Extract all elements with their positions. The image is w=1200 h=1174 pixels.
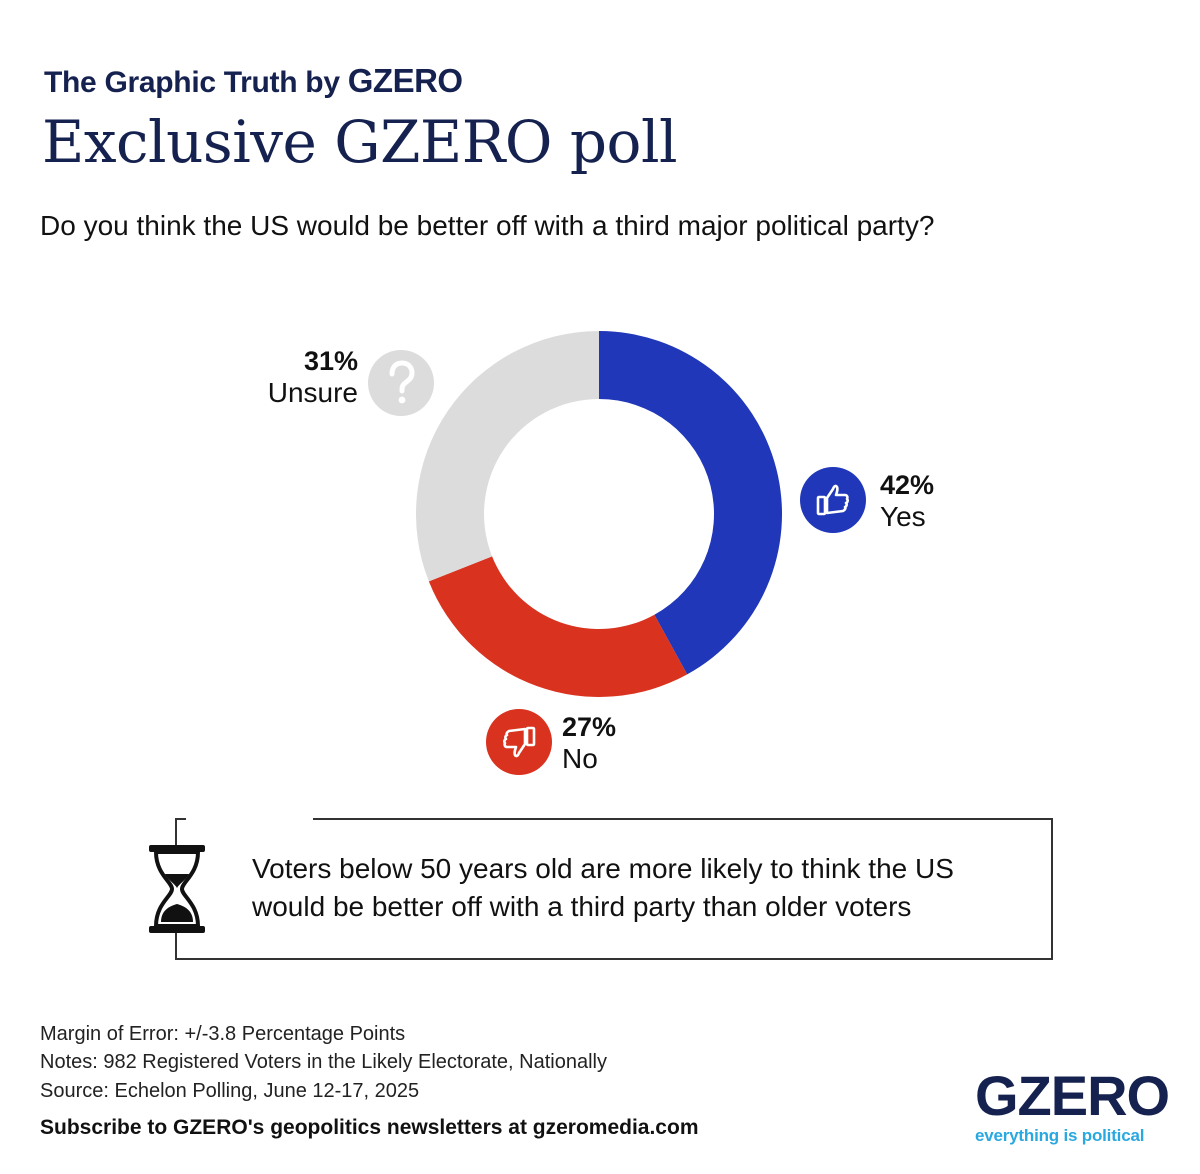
callout-border-right xyxy=(313,818,1053,820)
label-unsure-value: 31% xyxy=(303,346,358,376)
subscribe-text: Subscribe to GZERO's geopolitics newslet… xyxy=(40,1116,699,1139)
brand-name: GZERO xyxy=(347,62,463,99)
label-unsure: 31% Unsure xyxy=(262,346,358,409)
source: Source: Echelon Polling, June 12-17, 202… xyxy=(40,1079,420,1102)
donut-slice-unsure xyxy=(415,331,599,582)
callout-text: Voters below 50 years old are more likel… xyxy=(252,853,954,922)
brand-line: The Graphic Truth by GZERO xyxy=(44,62,463,100)
label-no-value: 27% xyxy=(562,712,617,742)
thumbs-down-icon xyxy=(486,709,552,775)
notes: Notes: 982 Registered Voters in the Like… xyxy=(40,1051,607,1074)
footnotes: Margin of Error: +/-3.8 Percentage Point… xyxy=(40,1020,607,1105)
label-no: 27% No xyxy=(562,712,616,775)
label-yes: 42% Yes xyxy=(880,470,934,533)
margin-of-error: Margin of Error: +/-3.8 Percentage Point… xyxy=(40,1023,406,1045)
brand-prefix: The Graphic Truth by xyxy=(44,66,340,99)
insight-callout: Voters below 50 years old are more likel… xyxy=(175,818,1053,960)
page-title: Exclusive GZERO poll xyxy=(42,108,678,176)
label-no-name: No xyxy=(562,743,598,775)
thumbs-up-icon xyxy=(800,467,866,533)
poll-question: Do you think the US would be better off … xyxy=(40,210,935,241)
callout-border-left xyxy=(175,818,186,820)
logo-tagline: everything is political xyxy=(975,1126,1145,1145)
label-yes-value: 42% xyxy=(880,470,935,500)
hourglass-icon xyxy=(148,844,206,939)
donut-slice-yes xyxy=(599,331,782,675)
donut-slice-no xyxy=(428,556,688,697)
logo-word: GZERO xyxy=(975,1064,1170,1127)
label-yes-name: Yes xyxy=(880,501,926,533)
label-unsure-name: Unsure xyxy=(267,377,358,409)
gzero-logo: GZERO everything is political xyxy=(975,1064,1170,1146)
question-mark-icon xyxy=(368,350,434,416)
